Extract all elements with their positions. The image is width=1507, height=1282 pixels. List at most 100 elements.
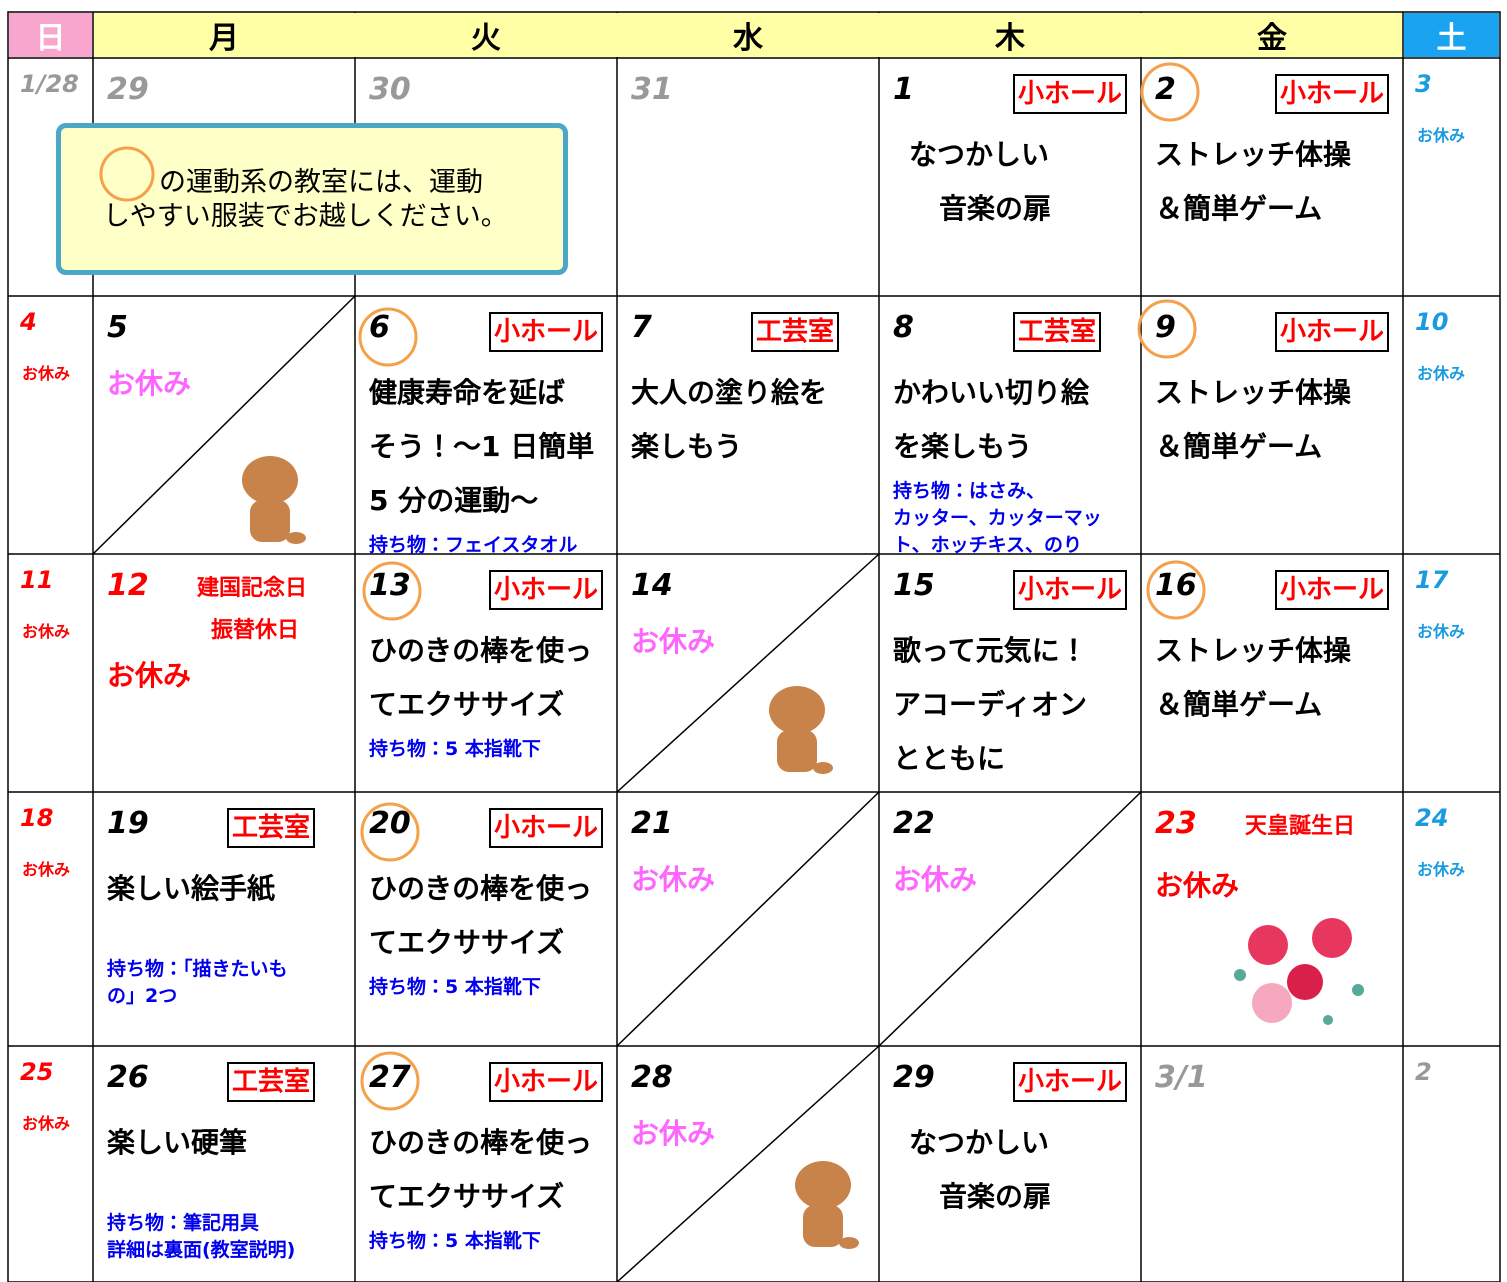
date: 3 [1415,70,1432,98]
room-label: 小ホール [489,1062,604,1102]
date: 1/28 [20,70,79,98]
day-header: 水 [733,21,763,56]
bring-items: 持ち物：「描きたいも [107,958,288,980]
class-title: 大人の塗り絵を [631,376,828,409]
holiday-name: 振替休日 [211,618,300,643]
class-title: 楽しい硬筆 [107,1126,248,1159]
class-title: てエクササイズ [369,688,565,721]
class-title: を楽しもう [893,430,1033,463]
date: 20 [369,806,411,841]
class-title: なつかしい [909,1126,1050,1159]
notice-circle [99,146,155,202]
class-title: ひのきの棒を使っ [369,872,593,905]
day-header: 月 [209,21,239,56]
date: 29 [107,72,149,107]
date: 12 [107,568,149,603]
bring-items: 持ち物：フェイスタオル [369,534,578,556]
class-title: ストレッチ体操 [1155,376,1352,409]
class-title: かわいい切り絵 [893,376,1090,409]
closed-label: お休み [1417,622,1466,641]
closed-label: お休み [22,1114,71,1133]
class-title: ＆簡単ゲーム [1155,192,1323,225]
class-title: てエクササイズ [369,926,565,959]
room-label: 小ホール [489,570,604,610]
class-title: なつかしい [909,138,1050,171]
closed-label: お休み [22,860,71,879]
date: 25 [20,1058,54,1086]
day-header: 木 [995,21,1025,56]
day-header: 日 [35,21,66,56]
room-label: 小ホール [1275,312,1390,352]
room-label: 工芸室 [227,808,316,848]
class-title: 楽しい絵手紙 [107,872,276,905]
bring-items: 持ち物：5 本指靴下 [369,976,541,998]
date: 29 [893,1060,935,1095]
room-label: 小ホール [489,808,604,848]
date: 1 [893,72,914,107]
holiday-name: 建国記念日 [197,576,308,601]
class-title: 音楽の扉 [939,1180,1052,1213]
date: 26 [107,1060,149,1095]
notice-line: しやすい服装でお越しください。 [103,201,508,232]
day-header: 金 [1257,21,1287,56]
closed-label: お休み [893,863,978,896]
date: 21 [631,806,673,841]
date: 5 [107,310,128,345]
closed-label: お休み [107,367,192,400]
date: 18 [20,804,54,832]
bring-items: 持ち物：5 本指靴下 [369,1230,541,1252]
day-header: 火 [471,21,501,56]
date: 23 [1155,806,1197,841]
bring-items: ト、ホッチキス、のり [893,534,1083,556]
class-title: てエクササイズ [369,1180,565,1213]
closed-label: お休み [631,863,716,896]
bring-items: 詳細は裏面(教室説明) [107,1239,296,1261]
class-title: そう！～1 日簡単 [369,430,595,463]
notice-line: の運動系の教室には、運動 [159,167,483,198]
date: 2 [1155,72,1176,107]
class-title: ひのきの棒を使っ [369,634,593,667]
date: 14 [631,568,673,603]
room-label: 小ホール [1013,74,1128,114]
closed-label: お休み [1417,364,1466,383]
date: 8 [893,310,914,345]
closed-label: お休み [1417,860,1466,879]
class-title: ＆簡単ゲーム [1155,688,1323,721]
bring-items: 持ち物：5 本指靴下 [369,738,541,760]
date: 16 [1155,568,1197,603]
date: 30 [369,72,411,107]
date: 31 [631,72,673,107]
date: 22 [893,806,935,841]
closed-label: お休み [22,364,71,383]
room-label: 小ホール [1013,1062,1128,1102]
class-title: アコーディオン [893,688,1088,721]
closed-label: お休み [631,1117,716,1150]
bring-items: 持ち物：はさみ、 [893,480,1046,502]
closed-label: お休み [1155,869,1240,902]
date: 24 [1415,804,1449,832]
bring-items: 持ち物：筆記用具 [107,1212,260,1234]
class-title: ひのきの棒を使っ [369,1126,593,1159]
closed-label: お休み [631,625,716,658]
class-title: 5 分の運動～ [369,484,539,517]
date: 15 [893,568,935,603]
closed-label: お休み [22,622,71,641]
date: 9 [1155,310,1176,345]
class-title: ＆簡単ゲーム [1155,430,1323,463]
date: 17 [1415,566,1449,594]
date: 19 [107,806,149,841]
date: 3/1 [1155,1060,1208,1095]
date: 11 [20,566,54,594]
date: 13 [369,568,411,603]
class-title: 音楽の扉 [939,192,1052,225]
day-header: 土 [1436,21,1467,56]
bring-items: カッター、カッターマッ [893,507,1102,529]
notice-box: の運動系の教室には、運動 しやすい服装でお越しください。 [56,123,568,275]
date: 2 [1415,1058,1432,1086]
room-label: 工芸室 [1013,312,1102,352]
class-title: 健康寿命を延ば [369,376,566,409]
bring-items: の」2つ [107,985,178,1007]
date: 6 [369,310,390,345]
